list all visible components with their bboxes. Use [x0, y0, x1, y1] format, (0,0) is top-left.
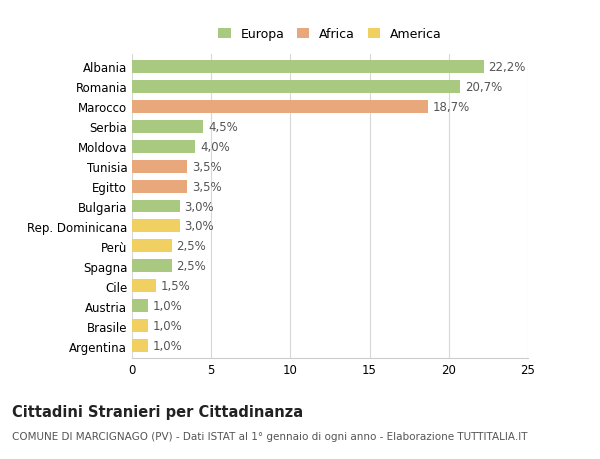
Text: 1,0%: 1,0%: [152, 340, 182, 353]
Bar: [132, 101, 428, 113]
Bar: [132, 240, 172, 253]
Text: 4,5%: 4,5%: [208, 120, 238, 133]
Text: 3,0%: 3,0%: [184, 200, 214, 213]
Text: 3,5%: 3,5%: [192, 160, 222, 173]
Text: 3,0%: 3,0%: [184, 220, 214, 233]
Bar: [132, 140, 196, 153]
Text: 4,0%: 4,0%: [200, 140, 230, 153]
Bar: [132, 80, 460, 94]
Text: 20,7%: 20,7%: [464, 80, 502, 94]
Bar: [132, 160, 187, 173]
Bar: [132, 200, 179, 213]
Text: 1,5%: 1,5%: [161, 280, 190, 293]
Text: 2,5%: 2,5%: [176, 260, 206, 273]
Text: 1,0%: 1,0%: [152, 319, 182, 333]
Text: 22,2%: 22,2%: [488, 61, 526, 73]
Text: 1,0%: 1,0%: [152, 300, 182, 313]
Bar: [132, 220, 179, 233]
Bar: [132, 300, 148, 313]
Bar: [132, 340, 148, 353]
Bar: [132, 61, 484, 73]
Text: Cittadini Stranieri per Cittadinanza: Cittadini Stranieri per Cittadinanza: [12, 404, 303, 419]
Bar: [132, 180, 187, 193]
Text: 18,7%: 18,7%: [433, 101, 470, 113]
Bar: [132, 319, 148, 333]
Bar: [132, 280, 156, 293]
Bar: [132, 260, 172, 273]
Text: 3,5%: 3,5%: [192, 180, 222, 193]
Text: COMUNE DI MARCIGNAGO (PV) - Dati ISTAT al 1° gennaio di ogni anno - Elaborazione: COMUNE DI MARCIGNAGO (PV) - Dati ISTAT a…: [12, 431, 527, 442]
Bar: [132, 120, 203, 133]
Text: 2,5%: 2,5%: [176, 240, 206, 253]
Legend: Europa, Africa, America: Europa, Africa, America: [218, 28, 442, 41]
